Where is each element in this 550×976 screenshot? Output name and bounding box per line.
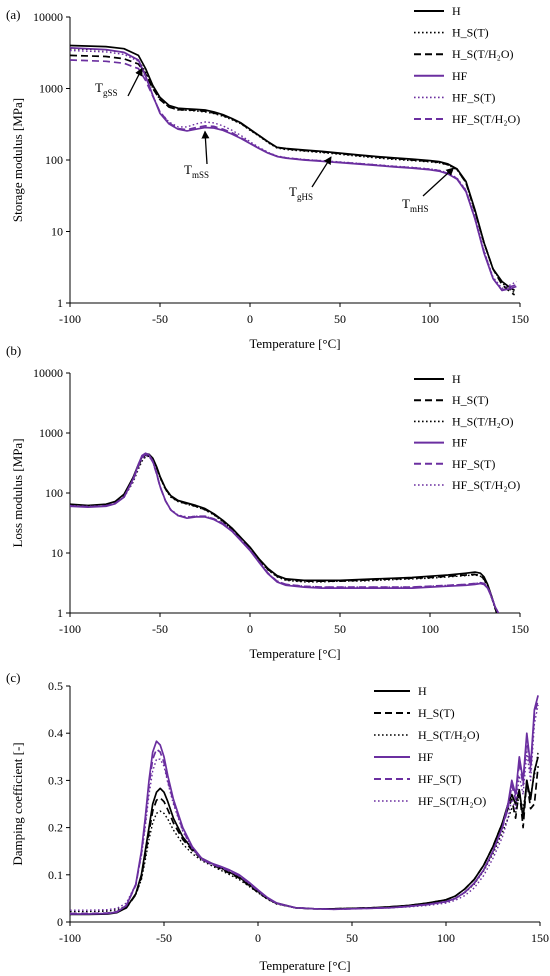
legend-label: HF_S(T/H₂O) — [418, 794, 486, 808]
y-tick-label: 100 — [45, 486, 63, 500]
series-line-H — [70, 756, 539, 916]
legend-label: H — [452, 4, 461, 18]
x-tick-label: 50 — [346, 931, 358, 945]
y-tick-label: 0.5 — [48, 679, 63, 693]
annotation-arrow — [201, 130, 210, 165]
x-tick-label: -50 — [156, 931, 172, 945]
y-tick-label: 1 — [57, 606, 63, 620]
series-line-HF_S(T/H₂O) — [70, 59, 517, 292]
x-tick-label: -100 — [59, 312, 81, 326]
y-tick-label: 1000 — [39, 82, 63, 96]
series-line-HF_S(T) — [70, 49, 517, 290]
chart-panel-1: 1 10 100 1000 10000 -100 -50 0 50 100 150 Temperatu… — [6, 4, 529, 351]
x-tick-label: 100 — [421, 312, 439, 326]
series-line-H — [70, 44, 516, 292]
series-group — [70, 44, 517, 296]
legend-label: H_S(T) — [452, 26, 489, 40]
legend-label: HF_S(T/H₂O) — [452, 478, 520, 492]
x-tick-label: -50 — [152, 312, 168, 326]
series-line-H_S(T) — [70, 48, 515, 294]
x-tick-label: 150 — [511, 312, 529, 326]
y-tick-label: 0.1 — [48, 868, 63, 882]
legend-label: H_S(T) — [418, 706, 455, 720]
series-line-HF_S(T/H₂O) — [70, 704, 539, 911]
y-tick-label: 0.3 — [48, 773, 63, 787]
x-tick-label: 0 — [255, 931, 261, 945]
y-axis-title: Damping coefficient [-] — [10, 742, 25, 865]
x-axis-title: Temperature [°C] — [249, 336, 340, 351]
y-tick-label: 10 — [51, 225, 63, 239]
series-line-HF_S(T) — [70, 453, 500, 613]
annotation-arrow — [127, 67, 143, 97]
series-line-HF_S(T) — [70, 699, 539, 915]
legend-label: H_S(T/H₂O) — [452, 47, 514, 61]
legend-label: H — [452, 372, 461, 386]
x-tick-label: -50 — [152, 622, 168, 636]
x-tick-label: 150 — [531, 931, 549, 945]
x-tick-label: 100 — [437, 931, 455, 945]
legend-label: H_S(T/H₂O) — [418, 728, 480, 742]
annotation-arrow — [422, 167, 455, 197]
series-group — [70, 695, 539, 916]
y-tick-label: 1000 — [39, 426, 63, 440]
legend-label: HF_S(T) — [452, 457, 495, 471]
y-tick-label: 10000 — [33, 366, 63, 380]
x-tick-label: -100 — [59, 931, 81, 945]
x-tick-label: 0 — [247, 312, 253, 326]
legend-label: HF_S(T) — [452, 90, 495, 104]
panel-label: (b) — [6, 343, 21, 358]
x-tick-label: -100 — [59, 622, 81, 636]
panel-label: (c) — [6, 670, 20, 685]
series-line-HF_S(T/H₂O) — [70, 454, 500, 613]
y-tick-label: 10000 — [33, 10, 63, 24]
x-tick-label: 100 — [421, 622, 439, 636]
x-axis-title: Temperature [°C] — [259, 958, 350, 973]
series-line-H_S(T/H₂O) — [70, 751, 539, 913]
legend-label: HF_S(T) — [418, 772, 461, 786]
series-line-H_S(T/H₂O) — [70, 54, 516, 296]
series-line-H_S(T) — [70, 766, 539, 915]
series-line-HF — [70, 47, 517, 292]
legend-label: H_S(T/H₂O) — [452, 414, 514, 428]
y-tick-label: 100 — [45, 153, 63, 167]
annotation-label: TmHS — [402, 196, 428, 214]
panel-label: (a) — [6, 7, 20, 22]
y-tick-label: 0 — [57, 915, 63, 929]
legend-label: HF — [452, 436, 468, 450]
legend-label: H — [418, 684, 427, 698]
series-group — [70, 452, 500, 613]
annotation-label: TgSS — [95, 80, 117, 98]
x-tick-label: 0 — [247, 622, 253, 636]
annotation-arrow — [311, 156, 332, 188]
chart-panel-2: 1 10 100 1000 10000 -100 -50 0 50 100 150 Temperatu… — [6, 343, 529, 661]
x-tick-label: 50 — [334, 312, 346, 326]
y-tick-label: 10 — [51, 546, 63, 560]
y-tick-label: 1 — [57, 296, 63, 310]
legend-label: HF — [452, 69, 468, 83]
y-tick-label: 0.4 — [48, 726, 63, 740]
annotation-label: TgHS — [289, 184, 313, 202]
y-axis-title: Storage modulus [MPa] — [10, 98, 25, 222]
annotation-label: TmSS — [184, 162, 209, 180]
y-axis-title: Loss modulus [MPa] — [10, 438, 25, 547]
legend-label: HF — [418, 750, 434, 764]
legend-label: HF_S(T/H₂O) — [452, 112, 520, 126]
legend-label: H_S(T) — [452, 393, 489, 407]
x-tick-label: 150 — [511, 622, 529, 636]
chart-panel-3: 0 0.1 0.2 0.3 0.4 0.5 -100 -50 0 50 100 150 Temperat… — [6, 670, 549, 973]
y-tick-label: 0.2 — [48, 821, 63, 835]
series-line-H_S(T/H₂O) — [70, 455, 498, 613]
x-tick-label: 50 — [334, 622, 346, 636]
x-axis-title: Temperature [°C] — [249, 646, 340, 661]
